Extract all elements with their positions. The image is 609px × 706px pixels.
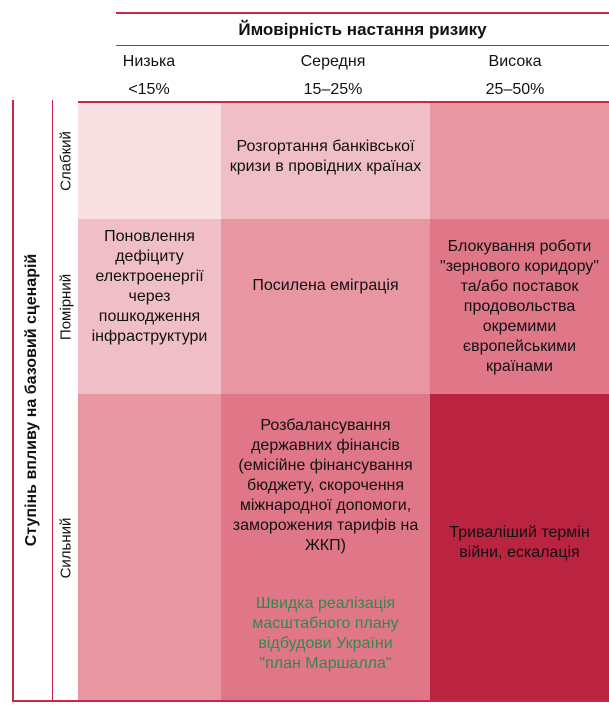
cell-moderate-medium: Посилена еміграція xyxy=(221,219,430,394)
col-low-range: <15% xyxy=(128,81,170,98)
strong-high-text: Триваліший термін війни, ескалація xyxy=(449,523,590,561)
col-medium-label: Середня xyxy=(300,53,366,70)
col-low-label: Низька xyxy=(122,53,176,70)
moderate-high-text: Блокування роботи "зернового коридору" т… xyxy=(440,237,599,375)
cell-moderate-high: Блокування роботи "зернового коридору" т… xyxy=(430,219,609,394)
row-strong-label-wrap: Сильний xyxy=(54,394,78,701)
cell-moderate-low: Поновлення дефіциту електроенергії через… xyxy=(78,219,221,394)
row-moderate-label: Помірний xyxy=(57,273,75,340)
bottom-border-line xyxy=(12,700,609,702)
cell-strong-high: Триваліший термін війни, ескалація xyxy=(430,394,609,701)
impact-axis: Ступінь впливу на базовий сценарій xyxy=(12,100,52,700)
top-border-line xyxy=(116,12,609,14)
row-strong-label: Сильний xyxy=(57,517,75,578)
row-moderate-label-wrap: Помірний xyxy=(54,219,78,394)
header-bottom-line xyxy=(78,101,609,103)
weak-medium-text: Розгортання банківської кризи в провідни… xyxy=(229,138,422,175)
col-high-label: Висока xyxy=(488,53,542,70)
cell-strong-low xyxy=(78,394,221,701)
col-high-range: 25–50% xyxy=(485,81,545,98)
row-weak-label: Слабкий xyxy=(57,131,75,191)
moderate-medium-text: Посилена еміграція xyxy=(252,276,399,294)
cell-weak-high xyxy=(430,103,609,219)
cell-strong-medium: Розбалансування державних фінансів (еміс… xyxy=(221,394,430,701)
probability-title: Ймовірність настання ризику xyxy=(238,20,487,39)
cell-weak-medium: Розгортання банківської кризи в провідни… xyxy=(221,103,430,219)
strong-medium-text: Розбалансування державних фінансів (еміс… xyxy=(232,417,419,554)
title-underline xyxy=(116,45,609,46)
moderate-low-text: Поновлення дефіциту електроенергії через… xyxy=(91,227,208,345)
strong-medium-positive-text: Швидка реалізація масштабного плану відб… xyxy=(252,595,399,672)
impact-title: Ступінь впливу на базовий сценарій xyxy=(23,253,40,547)
cell-weak-low xyxy=(78,103,221,219)
row-label-divider xyxy=(52,100,53,701)
row-weak-label-wrap: Слабкий xyxy=(54,103,78,219)
left-border-line xyxy=(12,100,14,701)
col-medium-range: 15–25% xyxy=(303,81,363,98)
